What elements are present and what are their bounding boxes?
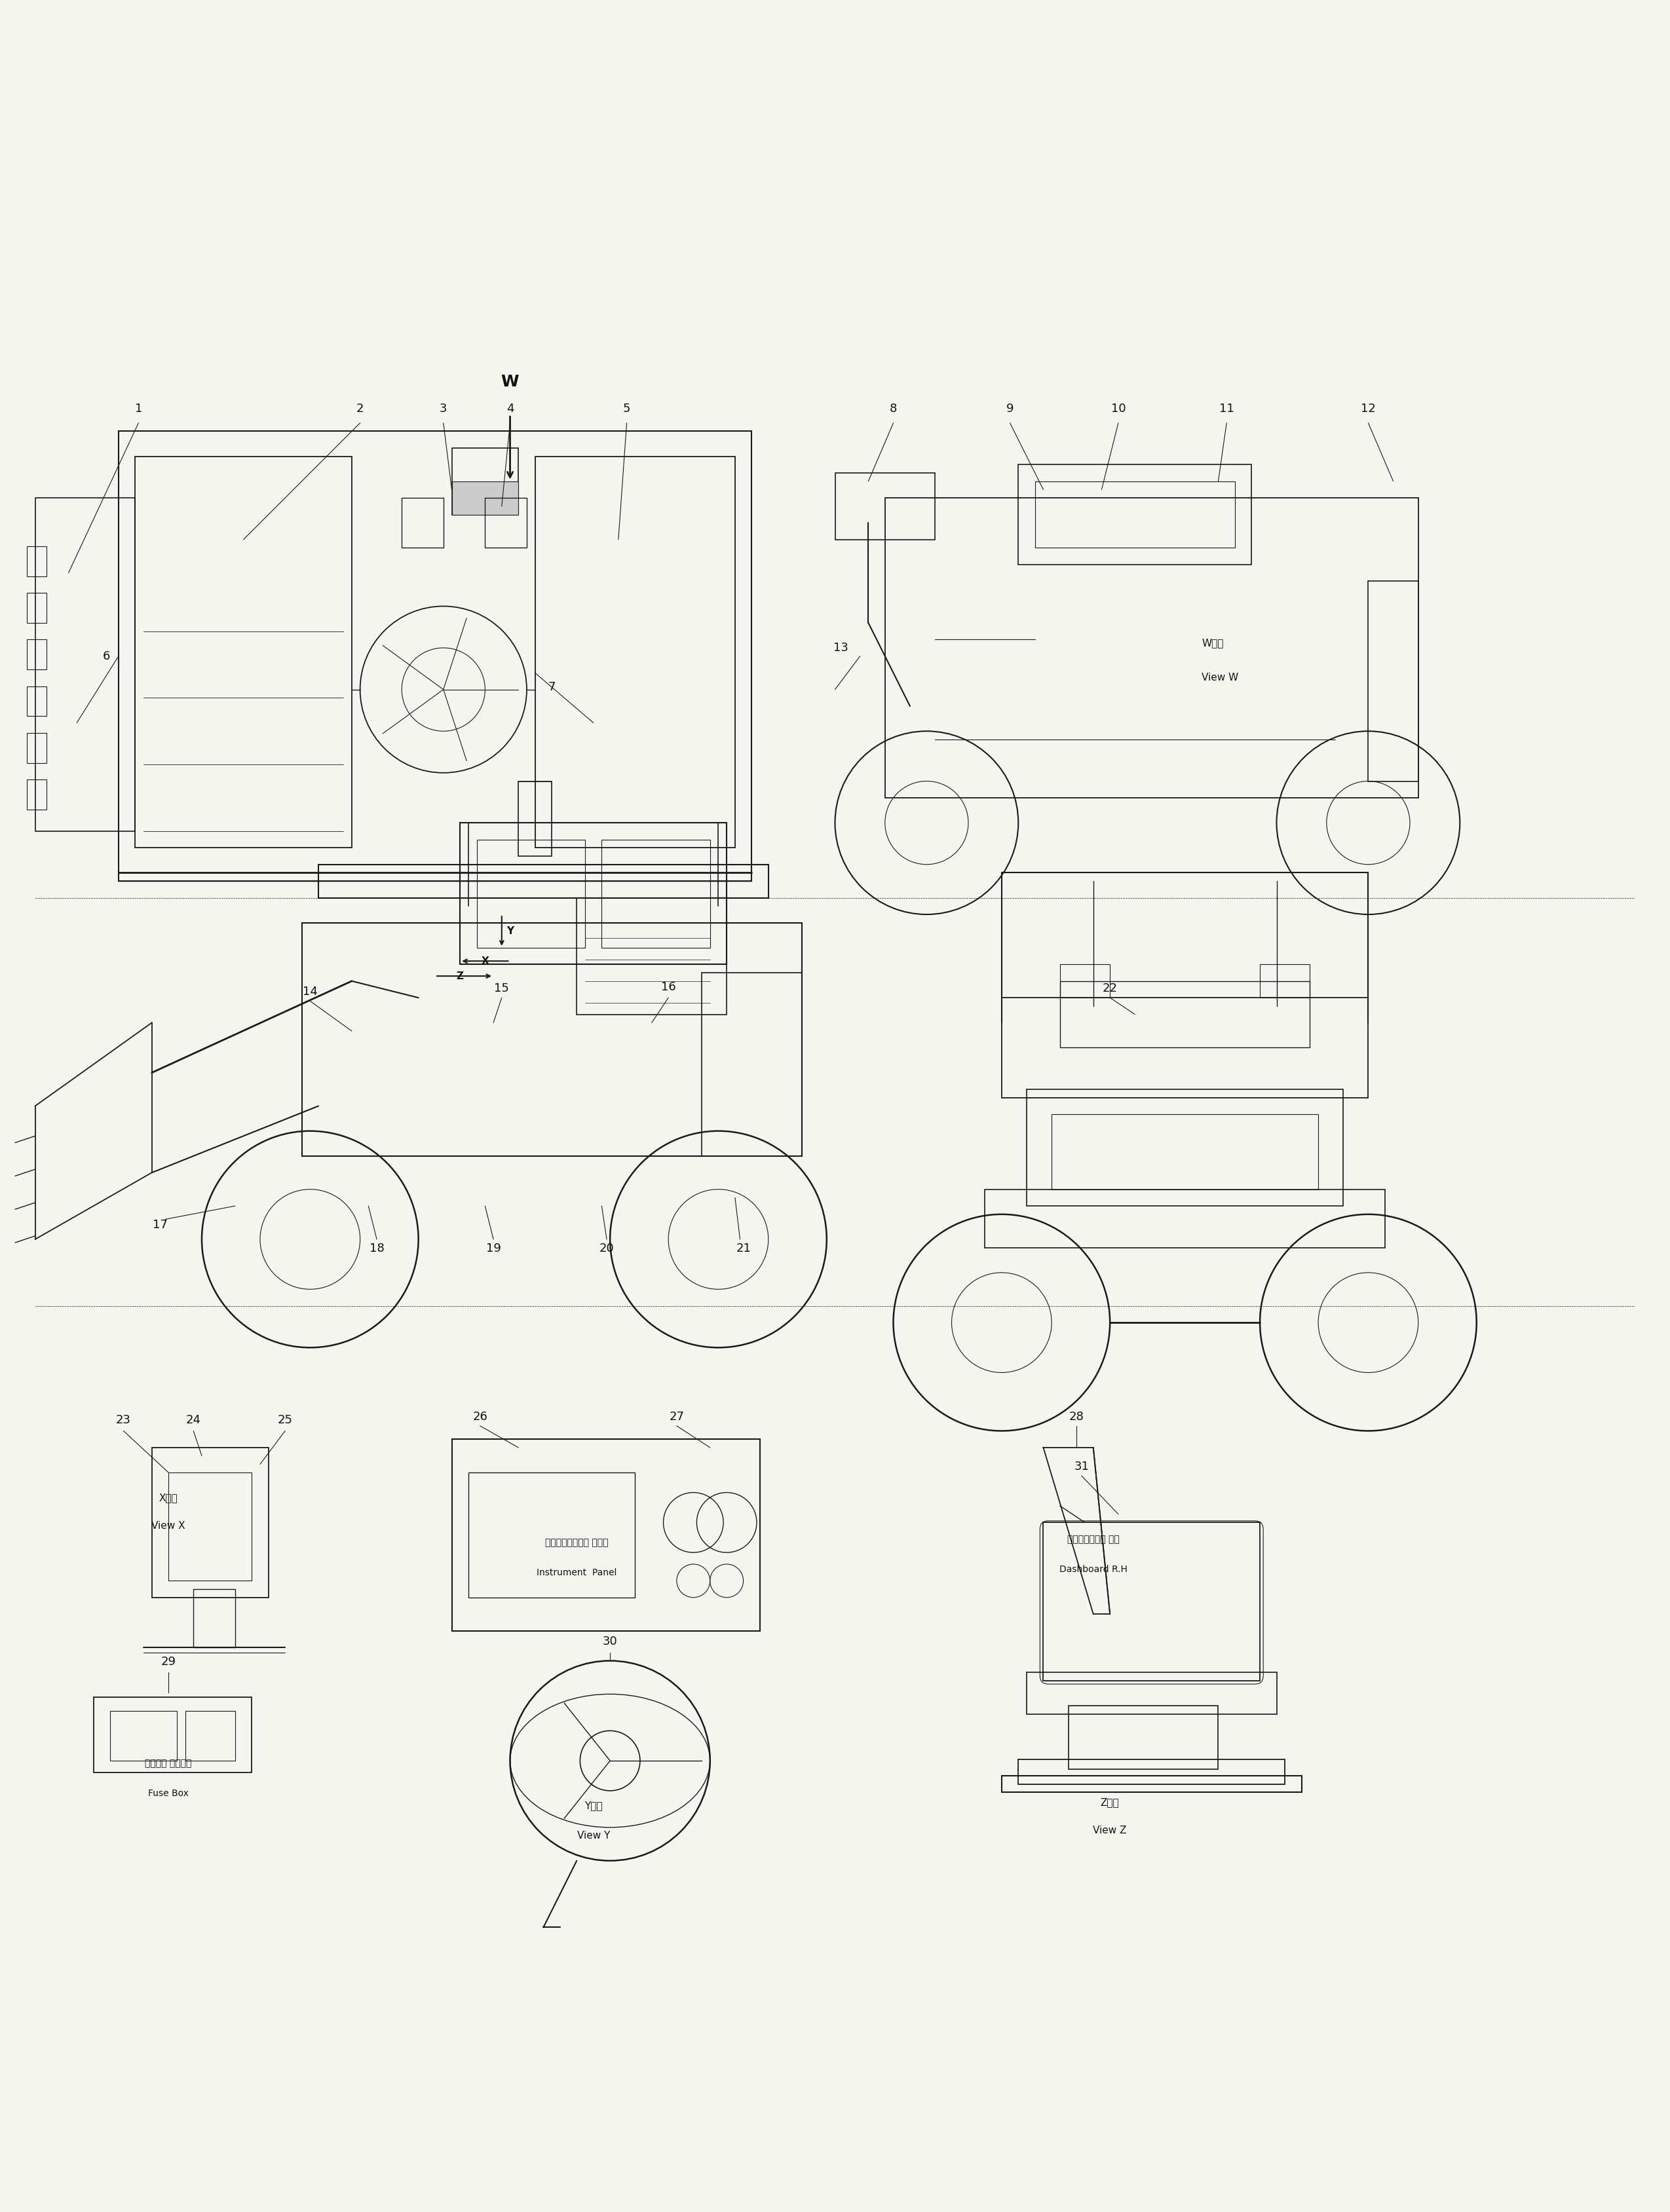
Text: Dashboard R.H: Dashboard R.H [1059, 1564, 1127, 1573]
Bar [476, 838, 584, 947]
Text: View X: View X [152, 1522, 185, 1531]
Bar [27, 593, 47, 624]
Text: Y: Y [506, 927, 514, 936]
Text: 16: 16 [661, 980, 676, 993]
Bar [1060, 964, 1111, 998]
Bar [169, 1473, 252, 1582]
Text: Z　視: Z 視 [1101, 1798, 1119, 1807]
Text: 2: 2 [356, 403, 364, 414]
Bar [1035, 482, 1234, 549]
Bar [94, 1697, 252, 1772]
Text: インスツルメント パネル: インスツルメント パネル [544, 1537, 608, 1546]
Bar [319, 865, 768, 898]
Text: 21: 21 [736, 1243, 752, 1254]
Text: 31: 31 [1074, 1460, 1089, 1473]
Text: ヒューズ ボックス: ヒューズ ボックス [145, 1759, 192, 1767]
Bar [1259, 964, 1309, 998]
Bar [27, 779, 47, 810]
Text: 27: 27 [670, 1411, 685, 1422]
Bar [453, 447, 518, 515]
Text: View W: View W [1202, 672, 1239, 684]
Bar [302, 922, 802, 1157]
Text: 23: 23 [115, 1413, 130, 1427]
Text: 10: 10 [1111, 403, 1126, 414]
Text: ダッシュボード 右側: ダッシュボード 右側 [1067, 1535, 1119, 1544]
Text: X: X [481, 956, 489, 967]
Text: Y　視: Y 視 [584, 1801, 603, 1812]
Bar [27, 686, 47, 717]
Text: 30: 30 [603, 1635, 618, 1648]
Text: W　視: W 視 [1202, 637, 1224, 648]
Bar [985, 1190, 1384, 1248]
Text: 25: 25 [277, 1413, 292, 1427]
Text: X　視: X 視 [159, 1493, 179, 1502]
Bar [835, 473, 935, 540]
Bar [1052, 1115, 1318, 1190]
Bar [119, 431, 752, 880]
Text: 1: 1 [135, 403, 142, 414]
Text: Instrument  Panel: Instrument Panel [536, 1568, 616, 1577]
Bar [576, 898, 726, 1015]
Bar [110, 1710, 177, 1761]
Bar [1019, 465, 1251, 564]
Text: 15: 15 [494, 982, 509, 995]
Bar [35, 498, 135, 832]
Bar [1044, 1522, 1259, 1681]
Bar [402, 498, 444, 549]
Text: 29: 29 [160, 1655, 175, 1668]
Text: 28: 28 [1069, 1411, 1084, 1422]
Text: 26: 26 [473, 1411, 488, 1422]
Bar [701, 973, 802, 1157]
Text: 11: 11 [1219, 403, 1234, 414]
Bar [534, 456, 735, 847]
Text: 20: 20 [600, 1243, 615, 1254]
Text: 14: 14 [302, 987, 317, 998]
Text: 9: 9 [1007, 403, 1014, 414]
Bar [453, 482, 518, 515]
Bar [1069, 1705, 1217, 1770]
Bar [185, 1710, 235, 1761]
Text: 3: 3 [439, 403, 448, 414]
Text: View Y: View Y [576, 1832, 610, 1840]
Bar [468, 1473, 635, 1597]
Bar [518, 781, 551, 856]
Text: 4: 4 [506, 403, 514, 414]
Text: 12: 12 [1361, 403, 1376, 414]
Bar [1368, 582, 1418, 781]
Text: 5: 5 [623, 403, 631, 414]
Bar [484, 498, 526, 549]
Bar [601, 838, 710, 947]
Text: 8: 8 [890, 403, 897, 414]
Text: Z: Z [456, 971, 464, 980]
Text: View Z: View Z [1094, 1825, 1127, 1836]
Bar [459, 823, 726, 964]
Text: W: W [501, 374, 519, 389]
Bar [885, 498, 1418, 799]
Bar [1019, 1759, 1284, 1785]
Bar [194, 1588, 235, 1648]
Bar [1002, 998, 1368, 1097]
Bar [27, 732, 47, 763]
Bar [1060, 982, 1309, 1048]
Bar [27, 546, 47, 575]
Bar [152, 1447, 269, 1597]
Bar [1002, 1776, 1301, 1792]
Text: Fuse Box: Fuse Box [149, 1790, 189, 1798]
Text: 17: 17 [152, 1219, 167, 1232]
Text: 19: 19 [486, 1243, 501, 1254]
Bar [1027, 1088, 1343, 1206]
Text: 7: 7 [548, 681, 556, 692]
Text: 22: 22 [1102, 982, 1117, 995]
Text: 6: 6 [102, 650, 110, 661]
Bar [135, 456, 352, 847]
Bar [27, 639, 47, 670]
Bar [1027, 1672, 1276, 1714]
Text: 13: 13 [833, 641, 848, 655]
Text: 24: 24 [185, 1413, 200, 1427]
Text: 18: 18 [369, 1243, 384, 1254]
Bar [453, 1440, 760, 1630]
